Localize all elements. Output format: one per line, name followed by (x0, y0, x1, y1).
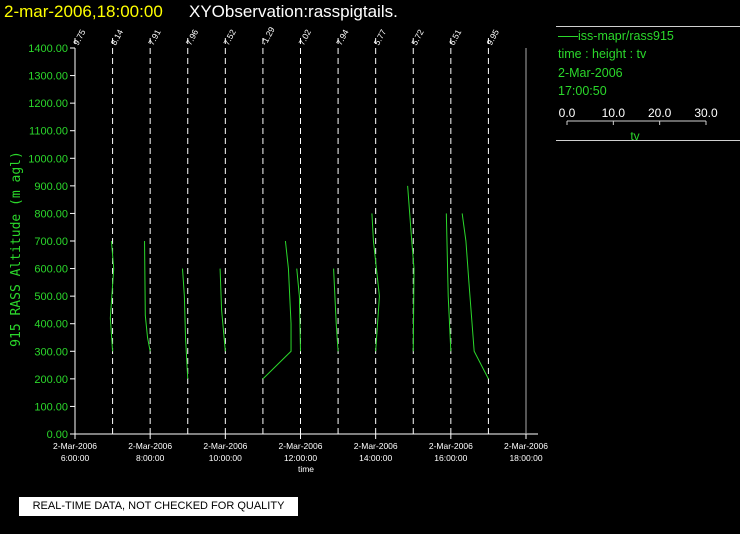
tv-scale: 0.0 10.0 20.0 30.0 tv (559, 106, 718, 143)
profile-label: 8.14 (109, 27, 126, 47)
profile-label: 7.91 (146, 27, 163, 47)
y-tick-label: 800.00 (34, 208, 68, 220)
y-tick-label: 700.00 (34, 236, 68, 248)
profile-trace (407, 185, 415, 352)
profile-label: 5.72 (409, 27, 426, 47)
x-tick-time: 8:00:00 (136, 453, 165, 463)
page-title: XYObservation:rasspigtails. (189, 2, 398, 21)
y-tick-label: 100.00 (34, 401, 68, 413)
x-tick-date: 2-Mar-2006 (53, 441, 97, 451)
profile-trace (262, 240, 292, 380)
x-axis-title: time (298, 464, 314, 474)
y-tick-label: 900.00 (34, 181, 68, 193)
y-tick-label: 600.00 (34, 264, 68, 276)
plot-area: 0.00 100.00 200.00 300.00 400.00 500.00 600.00… (9, 25, 548, 474)
legend-bottom-rule (556, 140, 740, 141)
x-tick-time: 14:00:00 (359, 453, 392, 463)
x-tick-time: 16:00:00 (434, 453, 467, 463)
tv-scale-tick-label: 20.0 (648, 106, 672, 120)
x-tick-time: 12:00:00 (284, 453, 317, 463)
profile-label: -1.29 (259, 25, 277, 47)
observation-datetime: 2-mar-2006,18:00:00 (4, 2, 163, 21)
legend-date: 2-Mar-2006 (558, 66, 623, 80)
legend-series: iss-mapr/rass915 (558, 29, 674, 43)
legend-axes-label: time : height : tv (558, 47, 647, 61)
y-tick-label: 1000.00 (28, 153, 68, 165)
profile-label: 9.95 (484, 27, 501, 47)
legend-top-rule (556, 26, 740, 27)
y-axis-title: 915 RASS Altitude (m agl) (9, 151, 24, 347)
tv-scale-tick-label: 0.0 (559, 106, 576, 120)
x-tick-time: 6:00:00 (61, 453, 90, 463)
x-tick-date: 2-Mar-2006 (429, 441, 473, 451)
quality-disclaimer: REAL-TIME DATA, NOT CHECKED FOR QUALITY (19, 497, 298, 516)
y-tick-label: 500.00 (34, 291, 68, 303)
profile-trace (182, 268, 189, 379)
profile-label: 5.77 (372, 27, 389, 47)
legend-swatch (558, 36, 578, 38)
x-tick-time: 18:00:00 (509, 453, 542, 463)
y-tick-label: 1300.00 (28, 71, 68, 83)
profile-trace (219, 268, 226, 352)
y-tick-label: 200.00 (34, 374, 68, 386)
tv-scale-tick-label: 10.0 (602, 106, 626, 120)
x-tick-date: 2-Mar-2006 (279, 441, 323, 451)
profile-trace (371, 213, 380, 352)
tv-scale-tick-label: 30.0 (694, 106, 718, 120)
profile-trace (109, 240, 115, 352)
y-tick-label: 300.00 (34, 346, 68, 358)
profile-label: 7.52 (221, 27, 238, 47)
x-tick-date: 2-Mar-2006 (203, 441, 247, 451)
profile-label: 9.75 (71, 27, 88, 47)
y-tick-label: 1400.00 (28, 43, 68, 55)
profile-trace (333, 268, 339, 352)
x-tick-time: 10:00:00 (209, 453, 242, 463)
x-tick-date: 2-Mar-2006 (504, 441, 548, 451)
x-tick-date: 2-Mar-2006 (128, 441, 172, 451)
profile-label: 7.02 (296, 27, 313, 47)
tv-scale-label: tv (630, 129, 639, 143)
profile-label: 7.94 (334, 27, 351, 47)
y-tick-label: 1200.00 (28, 98, 68, 110)
legend-time: 17:00:50 (558, 84, 607, 98)
y-tick-label: 0.00 (47, 429, 68, 441)
profile-trace (296, 268, 301, 352)
legend-series-label: iss-mapr/rass915 (578, 29, 674, 43)
x-tick-date: 2-Mar-2006 (354, 441, 398, 451)
profile-label: 7.96 (184, 27, 201, 47)
profile-label: 6.51 (447, 27, 464, 47)
profile-trace (144, 240, 151, 352)
y-tick-label: 400.00 (34, 319, 68, 331)
profile-trace (445, 213, 452, 352)
y-tick-label: 1100.00 (29, 126, 68, 138)
profile-trace (461, 213, 489, 380)
